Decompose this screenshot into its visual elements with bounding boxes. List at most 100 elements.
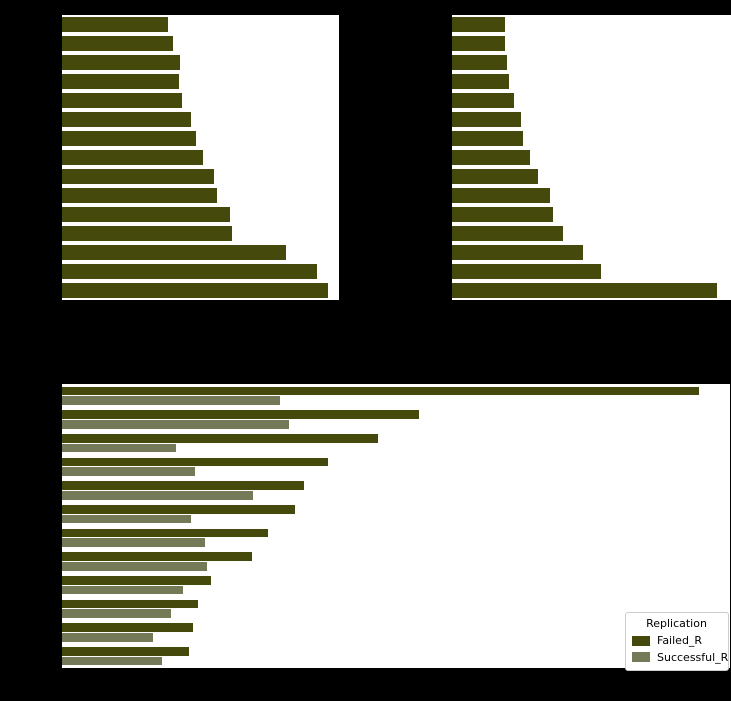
bar (62, 283, 328, 298)
bar-row (62, 224, 339, 243)
bar-row (62, 205, 339, 224)
successful-r-bar (62, 633, 153, 642)
bar (452, 36, 506, 51)
bar (452, 226, 564, 241)
bar (62, 93, 183, 108)
successful-r-bar (62, 562, 207, 571)
bar-row (62, 91, 339, 110)
bar-group (62, 597, 730, 621)
successful-r-bar (62, 656, 163, 666)
bar-row (62, 110, 339, 129)
bar-row (62, 72, 339, 91)
bar (62, 17, 169, 32)
legend-entry-label: Failed_R (657, 633, 703, 647)
bar-group (62, 644, 730, 668)
bar (62, 188, 218, 203)
legend-entry-label: Successful_R (657, 650, 729, 664)
bar-row (452, 34, 731, 53)
bar (452, 55, 507, 70)
failed-r-bar (62, 457, 328, 467)
successful-r-bar (62, 443, 177, 453)
top-right-chart-panel (452, 15, 731, 300)
bar-group (62, 502, 730, 526)
successful-r-bar (62, 538, 205, 547)
successful-r-bar (62, 514, 191, 524)
bar-row (62, 281, 339, 300)
bar-row (452, 110, 731, 129)
failed-r-bar (62, 434, 378, 443)
bar-row (62, 167, 339, 186)
bar-row (62, 34, 339, 53)
bar-row (62, 15, 339, 34)
bar (62, 55, 180, 70)
bar-row (62, 262, 339, 281)
top_right-bars (452, 15, 731, 300)
bar (452, 207, 553, 222)
bar-row (452, 281, 731, 300)
bar-row (452, 186, 731, 205)
bar (452, 245, 583, 260)
bar (452, 74, 509, 89)
bar-row (452, 205, 731, 224)
bar-row (452, 262, 731, 281)
bar (452, 112, 521, 127)
top_left-bars (62, 15, 339, 300)
bar-group (62, 408, 730, 432)
bar-group (62, 550, 730, 574)
bar-row (452, 167, 731, 186)
bar (62, 112, 191, 127)
bar (452, 150, 531, 165)
bar (62, 245, 286, 260)
bar (62, 264, 317, 279)
bar (452, 188, 550, 203)
successful-r-bar (62, 491, 254, 500)
bottom-chart-panel: Replication Failed_R Successful_R (62, 384, 730, 672)
bar (452, 93, 514, 108)
successful-r-bar (62, 467, 195, 476)
bar-group (62, 621, 730, 645)
successful-r-bar (62, 585, 183, 595)
bar-row (452, 72, 731, 91)
bar (452, 169, 538, 184)
successful-r-bar (62, 609, 171, 618)
bar-row (62, 186, 339, 205)
bar-row (62, 243, 339, 262)
bar (62, 150, 204, 165)
failed-r-bar (62, 505, 296, 514)
failed-r-bar (62, 599, 199, 609)
failed-r-bar (62, 552, 252, 561)
bar (62, 74, 180, 89)
bar-group (62, 384, 730, 408)
bar-row (452, 148, 731, 167)
bar (62, 36, 173, 51)
failed-r-bar (62, 386, 700, 396)
bar (62, 169, 214, 184)
bar-row (452, 224, 731, 243)
bar (452, 131, 523, 146)
bar-row (452, 15, 731, 34)
failed-r-bar (62, 528, 268, 538)
bar-row (452, 53, 731, 72)
bar (62, 131, 196, 146)
top-left-chart-panel (62, 15, 339, 300)
bar (62, 226, 232, 241)
bar-group (62, 573, 730, 597)
bar-group (62, 479, 730, 503)
bar (62, 207, 230, 222)
bar (452, 283, 718, 298)
legend-entry-failed: Failed_R (632, 634, 721, 648)
failed-r-bar (62, 647, 189, 656)
successful-r-bar (62, 396, 280, 405)
legend: Replication Failed_R Successful_R (625, 612, 729, 672)
bar (452, 17, 506, 32)
successful-swatch-icon (632, 652, 650, 663)
bar (452, 264, 601, 279)
bar-row (452, 129, 731, 148)
failed-swatch-icon (632, 635, 650, 646)
legend-entry-successful: Successful_R (632, 651, 728, 665)
failed-r-bar (62, 623, 193, 632)
failed-r-bar (62, 410, 419, 419)
bar-row (62, 53, 339, 72)
legend-title: Replication (646, 617, 707, 630)
